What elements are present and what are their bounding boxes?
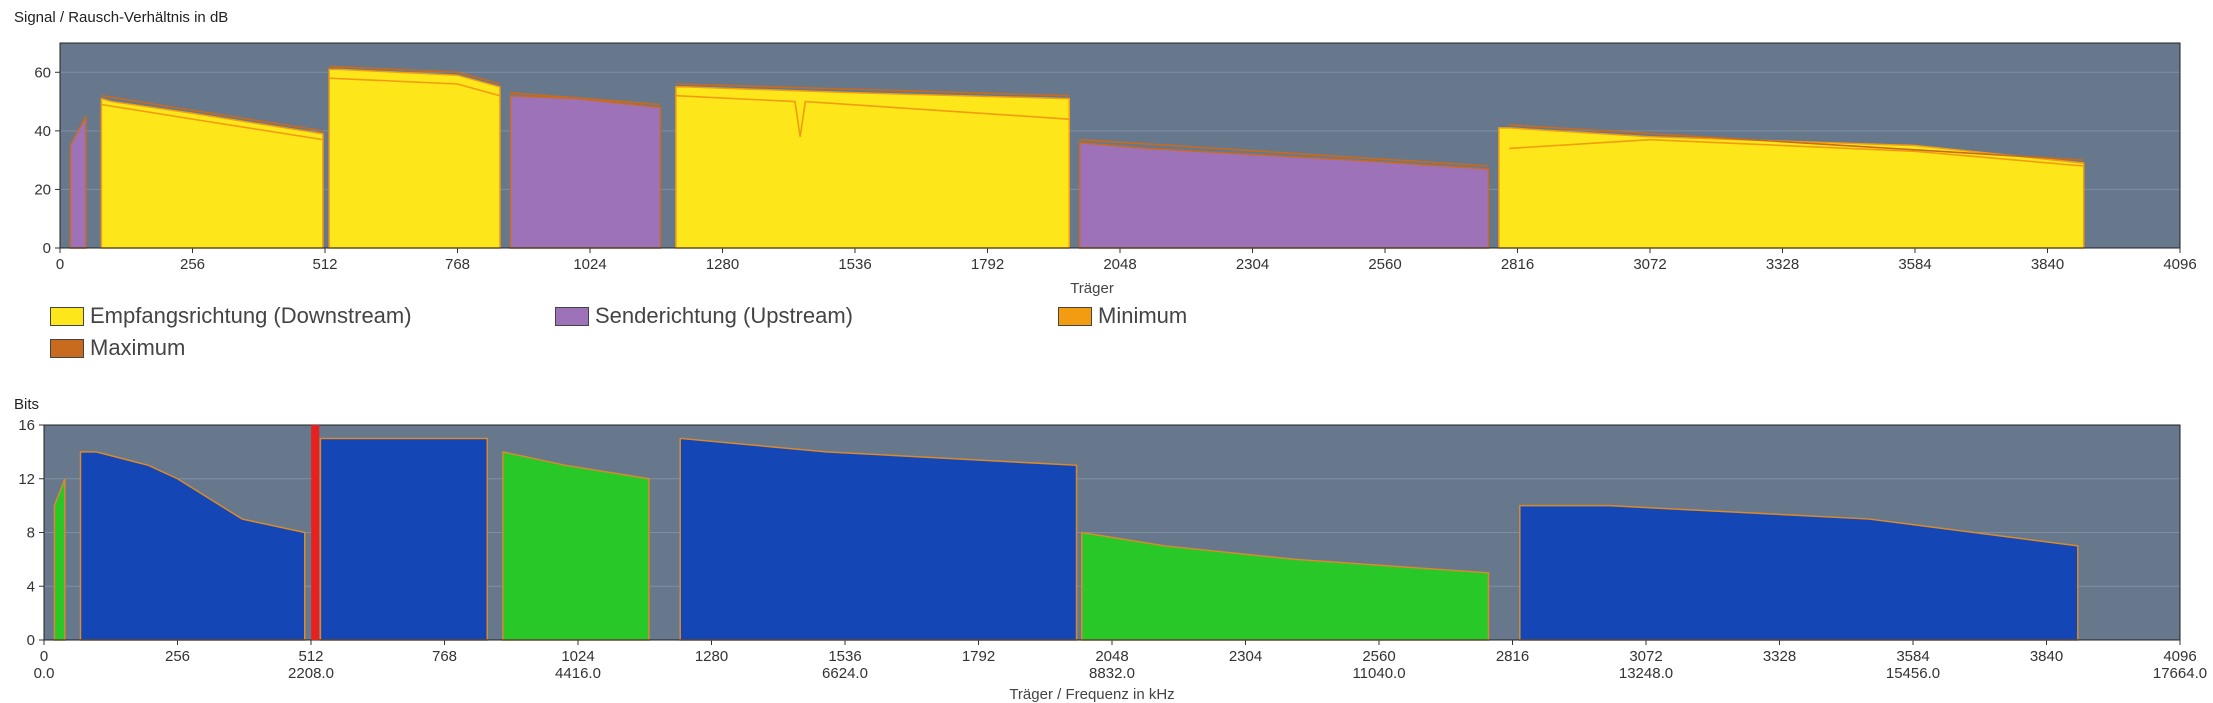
chart-legend: Empfangsrichtung (Downstream) Sendericht…	[50, 300, 1187, 370]
legend-label-minimum: Minimum	[1098, 303, 1188, 328]
bits-freq-tick-label: 11040.0	[1352, 665, 1405, 682]
snr-maximum-line	[329, 65, 501, 85]
snr-x-tick-label: 4096	[2163, 256, 2196, 273]
snr-y-tick-label: 0	[43, 240, 51, 257]
legend-item-minimum: Minimum	[1058, 302, 1187, 330]
bits-freq-tick-label: 0.0	[34, 665, 55, 682]
bits-freq-tick-label: 2208.0	[288, 665, 334, 682]
legend-swatch-minimum	[1058, 306, 1092, 326]
bits-y-tick-label: 8	[27, 525, 35, 542]
snr-chart: 0 20 40 60 0 256 512 768 1024 1280 1536 1792 2048 230…	[34, 42, 2197, 273]
snr-x-tick-label: 2304	[1236, 256, 1269, 273]
snr-x-tick-label: 3584	[1898, 256, 1931, 273]
bits-chart-title: Bits	[14, 396, 39, 413]
snr-minimum-line	[101, 103, 324, 141]
bits-freq-tick-label: 15456.0	[1886, 665, 1940, 682]
bits-x-tick-label: 0	[40, 648, 48, 665]
bits-bits-downstream-area	[79, 451, 306, 641]
bits-marker-line	[311, 425, 320, 640]
snr-maximum-line	[510, 91, 661, 106]
snr-empfangsrichtung-downstream-area	[100, 97, 324, 249]
snr-x-tick-label: 1792	[971, 256, 1004, 273]
bits-x-tick-label: 1024	[561, 648, 594, 665]
snr-x-tick-label: 3840	[2031, 256, 2064, 273]
snr-x-tick-label: 2560	[1368, 256, 1401, 273]
bits-x-tick-label: 1536	[828, 648, 861, 665]
bits-y-tick-label: 16	[18, 417, 35, 434]
legend-swatch-maximum	[50, 338, 84, 358]
snr-maximum-line	[675, 83, 1070, 97]
bits-bits-upstream-area	[53, 478, 66, 641]
snr-minimum-line	[675, 94, 1070, 137]
snr-x-tick-label: 2048	[1103, 256, 1136, 273]
snr-plot-border	[59, 42, 2181, 249]
bits-bits-downstream-area	[679, 437, 1078, 641]
bits-freq-tick-label: 13248.0	[1619, 665, 1673, 682]
bits-freq-tick-label: 6624.0	[822, 665, 868, 682]
snr-maximum-line	[1509, 124, 2084, 161]
bits-x-tick-label: 2048	[1095, 648, 1128, 665]
snr-x-tick-label: 3328	[1766, 256, 1799, 273]
legend-swatch-upstream	[555, 306, 589, 326]
snr-senderichtung-upstream-area	[509, 94, 662, 249]
bits-x-tick-label: 2816	[1496, 648, 1529, 665]
legend-item-maximum: Maximum	[50, 334, 185, 362]
bits-x-tick-label: 2560	[1362, 648, 1395, 665]
snr-y-tick-label: 20	[34, 181, 51, 198]
bits-x-tick-label: 3072	[1629, 648, 1662, 665]
snr-x-tick-label: 3072	[1633, 256, 1666, 273]
snr-y-tick-label: 60	[34, 64, 51, 81]
snr-x-tick-label: 0	[56, 256, 64, 273]
snr-maximum-line	[1079, 138, 1489, 167]
bits-x-tick-label: 256	[165, 648, 190, 665]
bits-chart: 0 4 8 12 16 0 256 512 768 1024 1280 1536 1792 2048 230…	[18, 417, 2207, 682]
bits-y-tick-label: 4	[27, 578, 35, 595]
bits-x-tick-label: 3328	[1763, 648, 1796, 665]
bits-freq-tick-label: 8832.0	[1089, 665, 1135, 682]
snr-chart-title: Signal / Rausch-Verhältnis in dB	[14, 9, 228, 26]
snr-x-tick-label: 768	[445, 256, 470, 273]
bits-y-tick-label: 0	[27, 632, 35, 649]
snr-minimum-line	[329, 77, 501, 97]
legend-item-downstream: Empfangsrichtung (Downstream)	[50, 302, 412, 330]
legend-swatch-downstream	[50, 306, 84, 326]
snr-y-tick-label: 40	[34, 123, 51, 140]
legend-label-maximum: Maximum	[90, 335, 186, 360]
legend-label-upstream: Senderichtung (Upstream)	[595, 303, 854, 328]
snr-x-tick-label: 256	[180, 256, 205, 273]
bits-y-tick-label: 12	[18, 471, 35, 488]
bits-x-tick-label: 2304	[1229, 648, 1262, 665]
snr-empfangsrichtung-downstream-area	[328, 68, 501, 249]
snr-x-tick-label: 1536	[838, 256, 871, 273]
snr-x-tick-label: 1280	[706, 256, 739, 273]
bits-x-tick-label: 512	[298, 648, 323, 665]
bits-x-tick-label: 768	[432, 648, 457, 665]
snr-x-tick-label: 1024	[573, 256, 606, 273]
snr-empfangsrichtung-downstream-area	[675, 86, 1071, 249]
snr-x-tick-label: 2816	[1501, 256, 1534, 273]
bits-x-tick-label: 4096	[2163, 648, 2196, 665]
bits-x-tick-label: 3840	[2030, 648, 2063, 665]
bits-freq-tick-label: 17664.0	[2153, 665, 2207, 682]
bits-x-tick-label: 3584	[1896, 648, 1929, 665]
snr-x-tick-label: 512	[312, 256, 337, 273]
bits-bits-upstream-area	[502, 450, 650, 641]
legend-label-downstream: Empfangsrichtung (Downstream)	[90, 303, 412, 328]
legend-item-upstream: Senderichtung (Upstream)	[555, 302, 853, 330]
snr-minimum-line	[1509, 138, 2084, 167]
bits-x-tick-label: 1280	[695, 648, 728, 665]
snr-maximum-line	[101, 94, 324, 132]
bits-plot-border	[43, 424, 2181, 641]
bits-x-tick-label: 1792	[962, 648, 995, 665]
snr-x-axis-label: Träger	[1070, 280, 1114, 297]
bits-bits-downstream-area	[319, 437, 489, 641]
bits-x-axis-label: Träger / Frequenz in kHz	[1009, 686, 1174, 703]
bits-freq-tick-label: 4416.0	[555, 665, 601, 682]
